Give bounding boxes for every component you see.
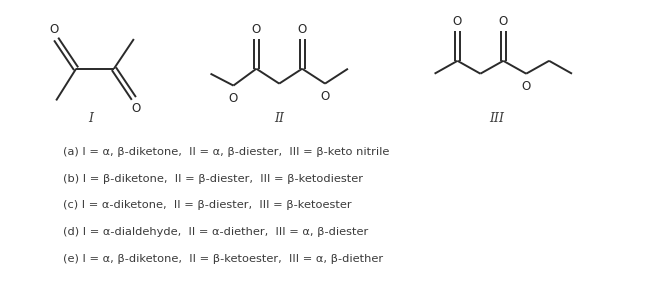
Text: O: O bbox=[131, 102, 140, 115]
Text: O: O bbox=[498, 15, 508, 28]
Text: (a) I = α, β-diketone,  II = α, β-diester,  III = β-keto nitrile: (a) I = α, β-diketone, II = α, β-diester… bbox=[63, 147, 389, 157]
Text: O: O bbox=[229, 92, 238, 105]
Text: (c) I = α-diketone,  II = β-diester,  III = β-ketoester: (c) I = α-diketone, II = β-diester, III … bbox=[63, 200, 352, 210]
Text: (d) I = α-dialdehyde,  II = α-diether,  III = α, β-diester: (d) I = α-dialdehyde, II = α-diether, II… bbox=[63, 227, 369, 237]
Text: (e) I = α, β-diketone,  II = β-ketoester,  III = α, β-diether: (e) I = α, β-diketone, II = β-ketoester,… bbox=[63, 254, 383, 264]
Text: II: II bbox=[274, 112, 284, 125]
Text: O: O bbox=[522, 80, 531, 93]
Text: O: O bbox=[298, 23, 307, 36]
Text: O: O bbox=[320, 90, 330, 103]
Text: III: III bbox=[489, 112, 504, 125]
Text: O: O bbox=[50, 23, 59, 36]
Text: I: I bbox=[88, 112, 94, 125]
Text: O: O bbox=[453, 15, 462, 28]
Text: O: O bbox=[252, 23, 261, 36]
Text: (b) I = β-diketone,  II = β-diester,  III = β-ketodiester: (b) I = β-diketone, II = β-diester, III … bbox=[63, 174, 363, 184]
